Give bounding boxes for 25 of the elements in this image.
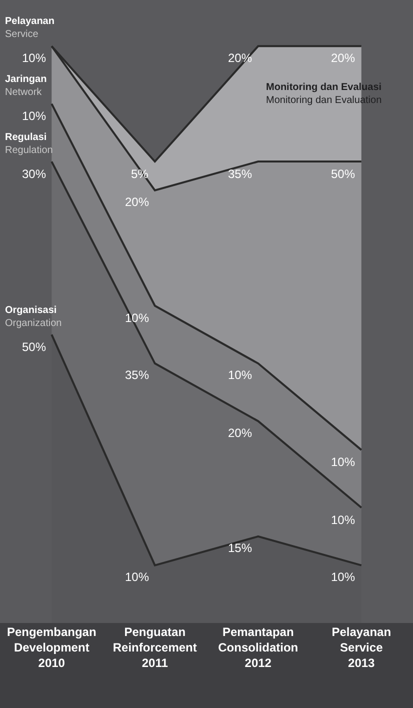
x-tick-label: Pengembangan Development 2010 <box>6 625 96 670</box>
data-label: 10% <box>22 109 46 123</box>
data-label: 10% <box>331 570 356 584</box>
x-tick-label: Pelayanan Service 2013 <box>332 625 392 670</box>
data-label: 10% <box>331 513 356 527</box>
series-label: Pelayanan Service <box>5 16 54 40</box>
data-label: 30% <box>22 167 46 181</box>
data-label: 10% <box>331 455 356 469</box>
data-label: 10% <box>125 570 150 584</box>
data-label: 20% <box>228 426 252 440</box>
x-tick-label: Penguatan Reinforcement 2011 <box>112 625 197 670</box>
data-label: 10% <box>228 368 252 382</box>
data-label: 10% <box>22 51 46 65</box>
data-label: 50% <box>331 167 356 181</box>
data-label: 20% <box>228 51 252 65</box>
series-label: Regulasi Regulation <box>5 132 53 156</box>
x-tick-label: Pemantapan Consolidation 2012 <box>218 625 298 670</box>
series-label: Organisasi Organization <box>5 305 62 329</box>
data-label: 50% <box>22 340 46 354</box>
data-label: 35% <box>228 167 252 181</box>
series-label: Jaringan Network <box>5 74 47 98</box>
data-label: 20% <box>331 51 356 65</box>
data-label: 35% <box>125 368 150 382</box>
data-label: 20% <box>125 195 150 209</box>
data-label: 15% <box>228 541 252 555</box>
